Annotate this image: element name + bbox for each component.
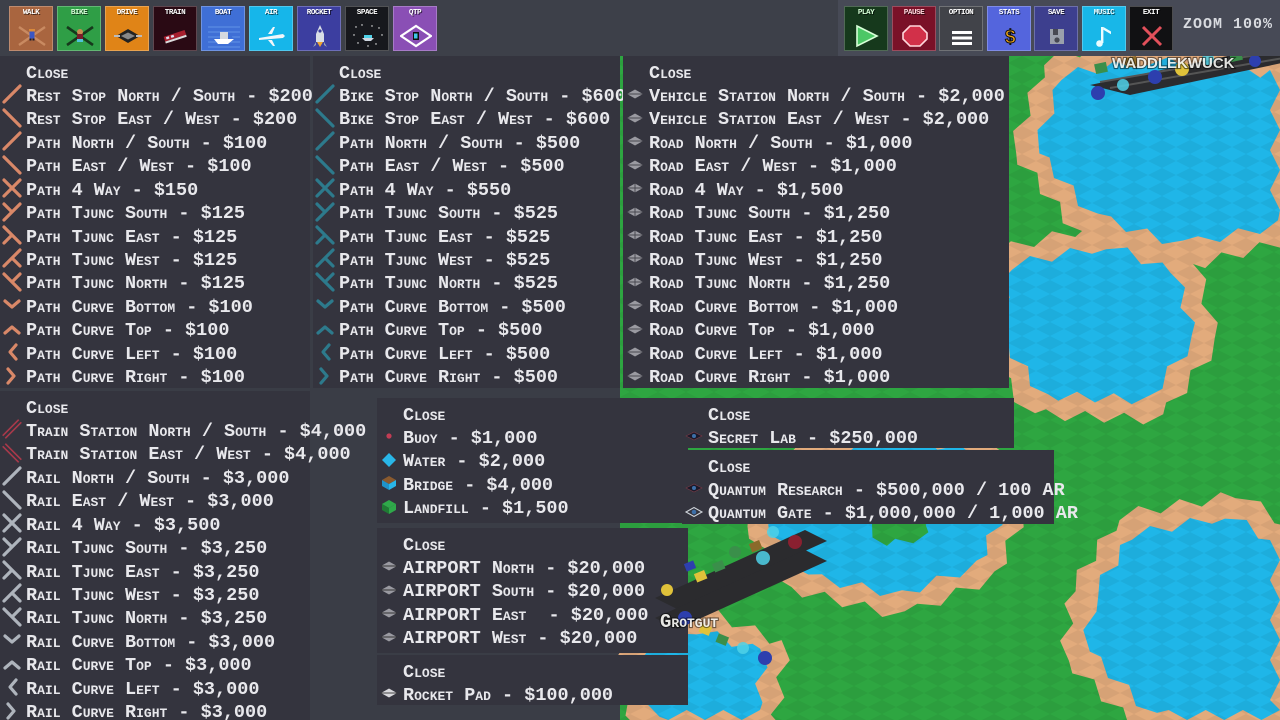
- svg-text:$: $: [1004, 27, 1015, 48]
